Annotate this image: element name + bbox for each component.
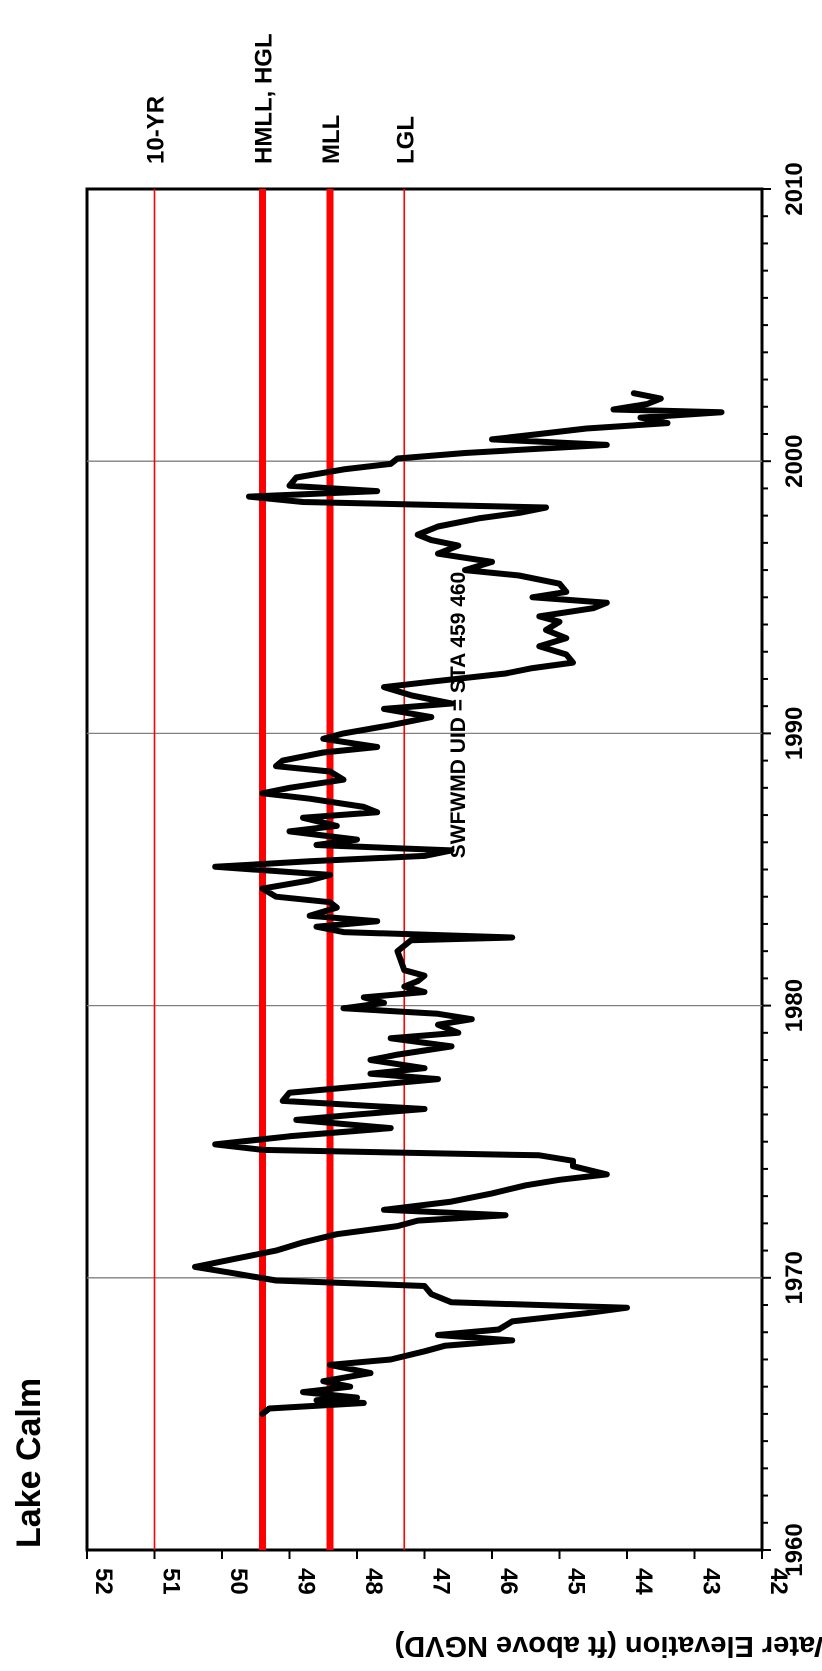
- y-tick-label: 48: [360, 1568, 387, 1595]
- x-axis: 1960 1970 1980 1990 2000 2010: [762, 162, 808, 1577]
- series-layer: [192, 390, 725, 1417]
- y-tick-label: 45: [563, 1568, 590, 1595]
- y-tick-label: 47: [428, 1568, 455, 1595]
- y-tick-label: 52: [90, 1568, 117, 1595]
- y-tick-label: 43: [698, 1568, 725, 1595]
- y-tick-label: 49: [293, 1568, 320, 1595]
- reference-label-mll: MLL: [318, 115, 345, 164]
- chart-title: Lake Calm: [10, 1378, 48, 1548]
- y-tick-label: 44: [630, 1568, 657, 1595]
- reference-labels: 10-YR HMLL, HGL MLL LGL: [143, 33, 420, 164]
- x-tick-label: 1980: [781, 979, 808, 1032]
- y-tick-label: 51: [158, 1568, 185, 1595]
- x-tick-label: 2000: [781, 435, 808, 488]
- reference-label-10-yr: 10-YR: [143, 96, 170, 164]
- y-axis-label: Water Elevation (ft above NGVD): [395, 1630, 822, 1662]
- reference-label-hmll-hgl: HMLL, HGL: [251, 33, 278, 164]
- y-tick-label: 42: [765, 1568, 792, 1595]
- x-tick-label: 1970: [781, 1251, 808, 1304]
- reference-label-lgl: LGL: [392, 116, 419, 164]
- chart-subtitle: SWFWMD UID = STA 459 460: [447, 572, 470, 858]
- y-axis: 42 43 44 45 46 47 48 49 50 51 52: [86, 1550, 792, 1595]
- x-tick-label: 2010: [781, 162, 808, 215]
- vertical-gridlines: [87, 460, 762, 1279]
- x-tick-label: 1990: [781, 707, 808, 760]
- y-tick-label: 46: [495, 1568, 522, 1595]
- y-tick-label: 50: [225, 1568, 252, 1595]
- x-tick-label: 1960: [781, 1523, 808, 1576]
